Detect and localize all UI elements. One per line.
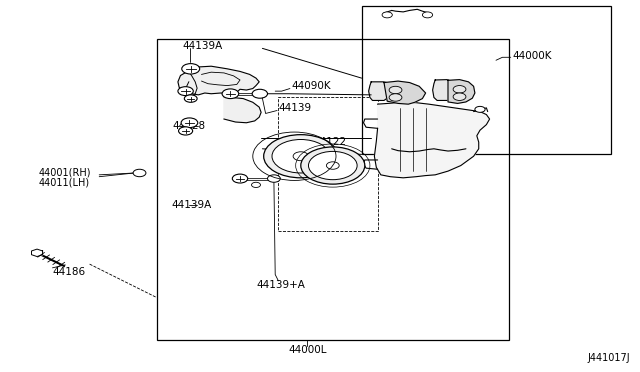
Text: 44090K: 44090K	[291, 81, 331, 91]
Circle shape	[268, 175, 280, 182]
Circle shape	[422, 12, 433, 18]
Circle shape	[389, 86, 402, 94]
Circle shape	[133, 169, 146, 177]
Text: 44128: 44128	[173, 122, 206, 131]
Text: 44186: 44186	[52, 267, 86, 277]
Circle shape	[222, 89, 239, 99]
Circle shape	[389, 94, 402, 101]
Text: 44139: 44139	[278, 103, 312, 113]
Polygon shape	[374, 102, 490, 178]
Circle shape	[453, 86, 466, 93]
Circle shape	[308, 151, 357, 180]
Circle shape	[182, 64, 200, 74]
Circle shape	[301, 147, 365, 184]
Circle shape	[382, 12, 392, 18]
Circle shape	[181, 118, 198, 128]
Polygon shape	[448, 80, 475, 103]
Circle shape	[232, 174, 248, 183]
Circle shape	[179, 127, 193, 135]
Circle shape	[293, 152, 308, 161]
Text: 44000L: 44000L	[288, 346, 326, 355]
Circle shape	[272, 140, 330, 173]
Circle shape	[475, 106, 485, 112]
Polygon shape	[224, 97, 261, 123]
Circle shape	[178, 87, 193, 96]
Text: 44122: 44122	[314, 137, 347, 147]
Circle shape	[264, 135, 338, 178]
Polygon shape	[31, 249, 43, 257]
Circle shape	[184, 95, 197, 102]
Text: 44139A: 44139A	[182, 41, 223, 51]
Text: 44011(LH): 44011(LH)	[38, 177, 90, 187]
Polygon shape	[384, 81, 426, 104]
Bar	[362, 6, 611, 154]
Polygon shape	[369, 82, 390, 100]
Circle shape	[252, 89, 268, 98]
Polygon shape	[178, 66, 259, 95]
Text: J441017J: J441017J	[588, 353, 630, 363]
Text: 44139A: 44139A	[172, 201, 212, 210]
Text: 44000K: 44000K	[512, 51, 552, 61]
Circle shape	[453, 93, 466, 100]
Polygon shape	[433, 80, 456, 100]
Circle shape	[326, 162, 339, 169]
Text: 44139+A: 44139+A	[256, 280, 305, 289]
Text: 44001(RH): 44001(RH)	[38, 168, 91, 177]
Bar	[278, 97, 378, 231]
Circle shape	[252, 182, 260, 187]
Bar	[157, 39, 509, 340]
